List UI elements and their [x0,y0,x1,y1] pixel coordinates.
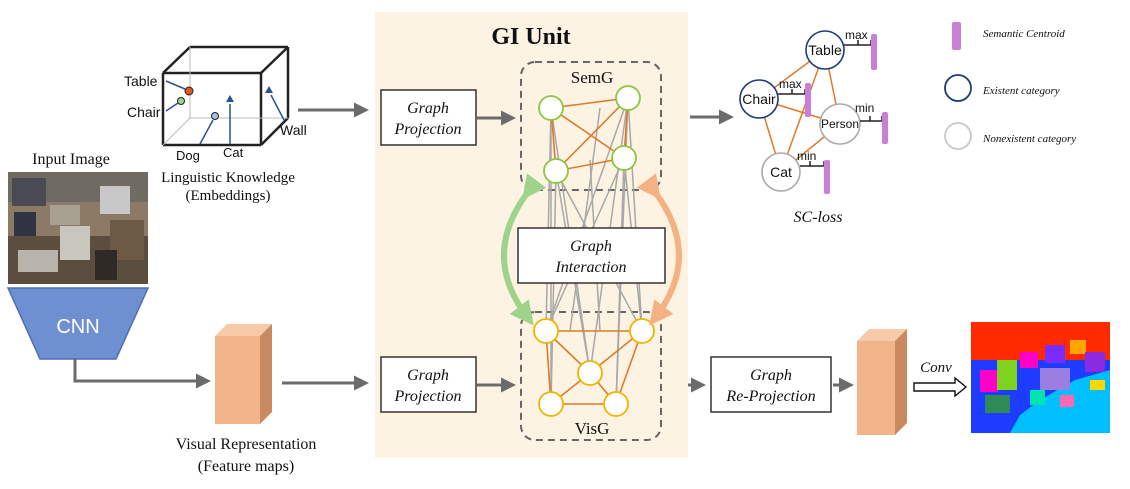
sc-loss-caption: SC-loss [794,209,843,226]
graph-reprojection-line2: Re-Projection [725,388,815,405]
graph-projection-bottom-line1: Graph [407,367,449,384]
cat-point-label: Cat [223,145,244,160]
cnn-block [6,287,150,360]
sc-tag-person: min [855,101,874,115]
legend-nonexistent-label: Nonexistent category [982,133,1076,145]
graph-reprojection-line1: Graph [750,367,792,384]
table-point-label: Table [124,73,158,89]
visg-nodes [533,318,655,417]
centroid-chair [805,83,811,117]
cnn-label: CNN [56,316,99,338]
cube-hidden-edges [162,47,288,146]
feature-map-right [857,329,907,435]
legend-existent-label: Existent category [982,85,1060,97]
semg-box [520,61,662,191]
legend-nonexistent-icon [944,122,972,150]
sc-node-chair-label: Chair [742,91,776,107]
sc-node-chair [739,79,779,119]
sc-tag-chair: max [779,77,802,91]
sc-node-person-label: Person [821,117,859,131]
graph-projection-top-box [380,89,477,146]
centroid-table [871,34,877,70]
cnn-to-feature-arrow [73,359,211,389]
centroid-person [882,112,888,144]
graph-projection-top-line1: Graph [407,100,449,117]
graph-interaction-line1: Graph [570,238,612,255]
orange-interaction-arrow [636,173,682,326]
graph-projection-top-line2: Projection [394,121,462,138]
legend-centroid-label: Semantic Centroid [983,28,1065,40]
semg-label: SemG [571,68,614,87]
input-image [8,172,148,284]
chair-point-label: Chair [127,104,161,120]
segmentation-output [971,322,1110,433]
green-interaction-arrow [501,173,547,326]
gi-unit-title: GI Unit [491,24,570,50]
legend-centroid-icon [952,22,961,50]
wall-point [265,86,273,93]
linguistic-caption-1: Linguistic Knowledge [161,170,295,186]
sc-tag-table: max [845,28,868,42]
feature-map-left [215,324,272,424]
linguistic-cube [161,45,290,147]
cat-point [226,95,234,102]
legend-existent-icon [944,74,972,102]
graph-reprojection-box [710,356,832,413]
graph-interaction-box [517,227,666,284]
conv-arrow [913,376,968,398]
input-image-title: Input Image [32,151,110,168]
visual-rep-caption-1: Visual Representation [176,436,317,453]
graph-projection-bottom-line2: Projection [394,388,462,405]
table-point [184,86,194,96]
linguistic-caption-2: (Embeddings) [186,188,271,204]
visg-box [520,311,662,441]
sc-tag-cat: min [797,149,816,163]
sc-node-table [805,30,845,70]
visual-rep-caption-2: (Feature maps) [198,458,294,475]
sc-node-cat-label: Cat [770,164,792,180]
graph-projection-bottom-box [380,356,477,413]
wall-point-label: Wall [280,122,307,138]
sc-node-person [819,103,861,145]
sc-node-table-label: Table [808,42,842,58]
chair-point [177,97,185,105]
sc-node-cat [761,152,801,192]
centroid-cat [824,160,830,194]
dog-point [211,112,219,120]
graph-interaction-line2: Interaction [554,259,626,276]
conv-label: Conv [920,360,952,376]
sc-graph-nodes [739,30,861,192]
visg-label: VisG [575,419,610,438]
dog-point-label: Dog [176,148,200,163]
semg-nodes [538,85,641,184]
